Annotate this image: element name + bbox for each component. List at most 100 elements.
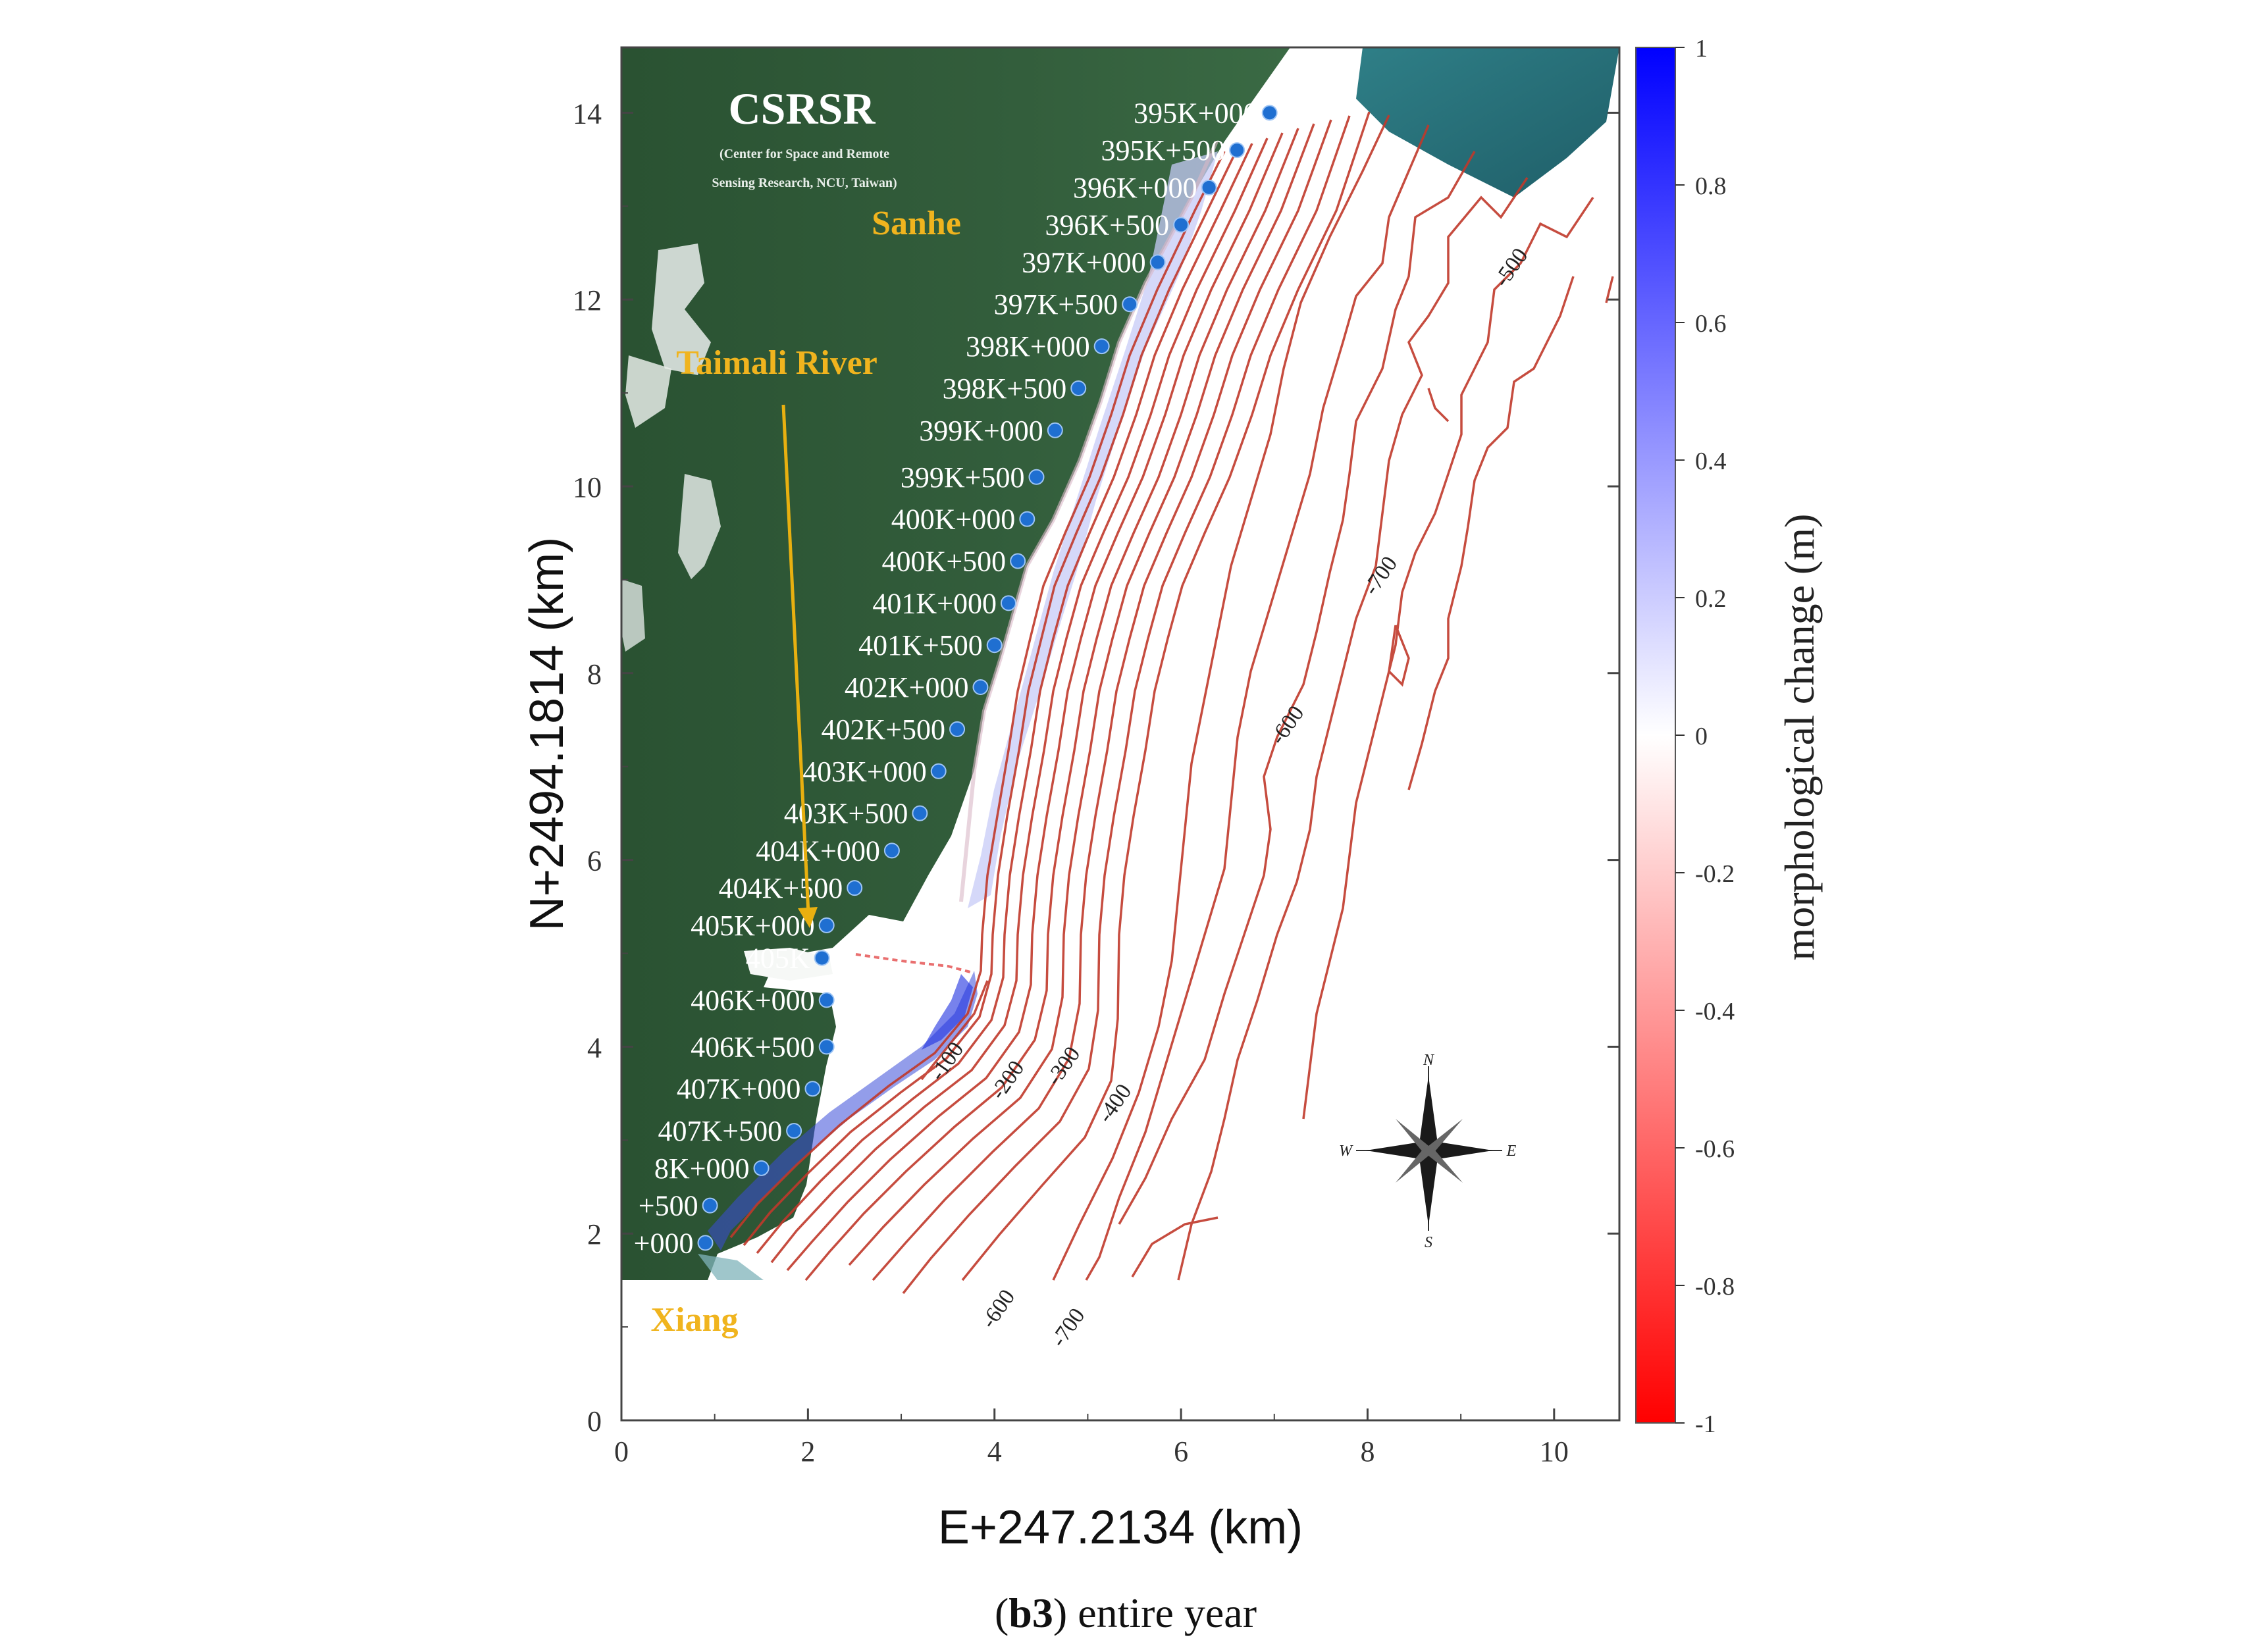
station-label: 400K+000 xyxy=(891,503,1016,536)
compass-rose: N S E W xyxy=(1326,1043,1517,1254)
station-marker xyxy=(814,950,830,966)
x-axis-title: E+247.2134 (km) xyxy=(938,1501,1303,1554)
contour-line xyxy=(743,147,1239,1247)
river-arrow xyxy=(781,404,818,928)
station-marker xyxy=(1019,511,1035,527)
x-tick-label: 4 xyxy=(987,1435,1002,1468)
colorbar-tick-label: -1 xyxy=(1695,1410,1716,1438)
y-tick-label: 12 xyxy=(573,284,602,317)
station-marker xyxy=(1010,553,1026,569)
y-tick-label: 2 xyxy=(587,1218,602,1251)
station-marker xyxy=(1229,142,1245,159)
contour-line xyxy=(1407,276,1575,790)
contour-line xyxy=(902,115,1351,1295)
station-marker xyxy=(818,917,835,933)
station-marker xyxy=(1000,595,1016,611)
contour-line xyxy=(1085,124,1430,1281)
station-marker xyxy=(1201,179,1217,195)
source-watermark: CSRSR (Center for Space and Remote Sensi… xyxy=(712,84,897,190)
colorbar: 1 0.8 0.6 0.4 0.2 0 -0.2 -0.4 -0.6 -0.8 -1 morphol… xyxy=(1635,35,1823,1438)
station-marker xyxy=(1261,105,1278,121)
station-label: 404K+500 xyxy=(719,872,843,904)
caption-label: b3 xyxy=(1008,1589,1053,1636)
place-label-xiang: Xiang xyxy=(651,1301,739,1339)
station-marker xyxy=(912,805,928,821)
y-tick-label: 10 xyxy=(573,471,602,503)
figure-caption: (b3) entire year xyxy=(995,1589,1257,1636)
station-label: 396K+000 xyxy=(1073,172,1197,204)
station-label: 397K+000 xyxy=(1022,246,1146,278)
colorbar-tick-label: 1 xyxy=(1695,35,1708,63)
y-tick-label: 6 xyxy=(587,845,602,877)
station-marker xyxy=(972,679,989,696)
station-label: 8K+000 xyxy=(654,1152,750,1185)
station-label: +500 xyxy=(639,1190,698,1222)
source-subtitle: Sensing Research, NCU, Taiwan) xyxy=(712,176,897,190)
contour-line xyxy=(920,980,989,1081)
x-tick-label: 8 xyxy=(1360,1435,1375,1468)
delta-water xyxy=(1356,47,1619,197)
contour-line xyxy=(1118,151,1476,1225)
contour-line xyxy=(961,111,1371,1281)
station-label: 406K+500 xyxy=(691,1031,815,1063)
station-label: 402K+000 xyxy=(845,671,969,704)
nearshore-change xyxy=(968,151,1218,908)
compass-south: S xyxy=(1425,1234,1432,1251)
station-label: 396K+500 xyxy=(1045,209,1169,242)
station-marker xyxy=(818,1039,835,1055)
station-label: 405K+000 xyxy=(691,910,815,942)
station-label: 407K+000 xyxy=(677,1073,801,1105)
y-tick-label: 0 xyxy=(587,1405,602,1437)
cloud-patch xyxy=(652,244,711,375)
station-marker xyxy=(883,842,900,859)
colorbar-tick-label: 0.4 xyxy=(1695,448,1727,475)
colorbar-tick-label: -0.4 xyxy=(1695,998,1735,1025)
station-label: 395K+000 xyxy=(1134,97,1258,129)
contour-line xyxy=(1052,115,1390,1281)
station-marker xyxy=(1093,338,1110,355)
station-label: 405K xyxy=(746,942,810,975)
x-tick-label: 0 xyxy=(614,1435,629,1468)
river-mouth xyxy=(744,948,833,981)
contour-line xyxy=(1177,177,1529,1281)
contour-line xyxy=(1427,388,1450,423)
coastline-glow xyxy=(959,140,1218,902)
contour-line xyxy=(770,138,1269,1264)
station-label: 398K+500 xyxy=(943,373,1067,405)
contour-line xyxy=(756,143,1253,1254)
contour-line xyxy=(1388,625,1410,687)
y-tick-label: 4 xyxy=(587,1031,602,1064)
station-label: +000 xyxy=(634,1227,694,1259)
station-marker xyxy=(949,721,966,737)
station-marker xyxy=(930,763,947,779)
station-label: 400K+500 xyxy=(882,545,1007,577)
cloud-patch xyxy=(625,355,671,428)
station-marker xyxy=(818,992,835,1008)
contour-line xyxy=(848,123,1315,1266)
station-marker xyxy=(986,637,1003,654)
station-label: 401K+000 xyxy=(872,587,997,619)
contour-line xyxy=(1605,276,1614,303)
station-label: 402K+500 xyxy=(821,713,945,746)
station-label: 395K+500 xyxy=(1101,134,1226,167)
caption-text: ) entire year xyxy=(1053,1589,1257,1636)
station-label: 407K+500 xyxy=(658,1115,783,1147)
compass-north: N xyxy=(1423,1052,1435,1069)
deposition-core xyxy=(922,974,973,1050)
colorbar-gradient xyxy=(1635,47,1676,1424)
station-label: 401K+500 xyxy=(858,629,983,661)
station-marker xyxy=(847,880,863,896)
compass-west: W xyxy=(1339,1143,1353,1160)
station-marker xyxy=(804,1081,821,1097)
place-label-sanhe: Sanhe xyxy=(872,205,961,242)
colorbar-tick-label: 0 xyxy=(1695,723,1708,750)
station-label: 406K+000 xyxy=(691,984,815,1016)
station-label: 398K+000 xyxy=(966,330,1090,363)
station-marker xyxy=(702,1197,718,1214)
x-tick-label: 10 xyxy=(1540,1435,1569,1468)
station-marker xyxy=(1173,217,1190,233)
contour-line xyxy=(1302,197,1594,1120)
station-label: 399K+500 xyxy=(901,461,1025,494)
x-tick-label: 6 xyxy=(1174,1435,1188,1468)
colorbar-tick-label: 0.6 xyxy=(1695,310,1727,338)
